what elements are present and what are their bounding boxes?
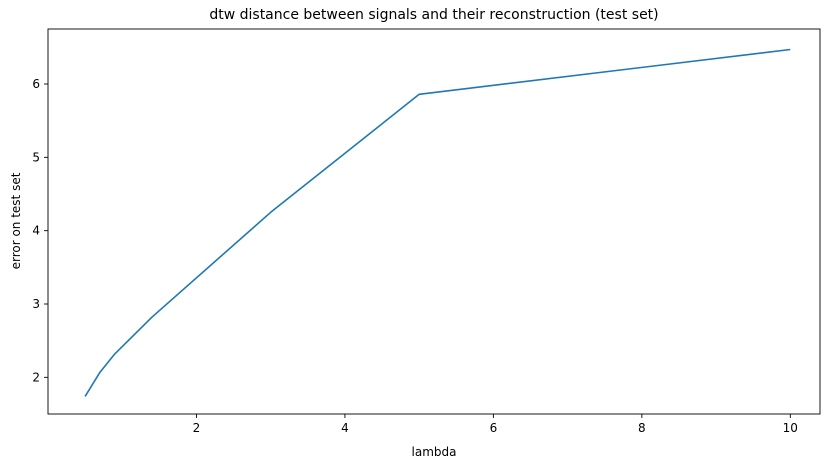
series-line — [84, 48, 791, 397]
series-layer — [84, 48, 791, 397]
y-tick-label: 3 — [32, 297, 40, 311]
y-tick-label: 6 — [32, 77, 40, 91]
x-axis-ticks: 2 4 6 8 10 — [193, 414, 798, 435]
y-tick-label: 4 — [32, 224, 40, 238]
chart-title: dtw distance between signals and their r… — [209, 7, 658, 23]
y-axis-ticks: 2 3 4 5 6 — [32, 77, 48, 384]
y-axis-label: error on test set — [9, 172, 23, 269]
x-axis-label: lambda — [412, 445, 457, 459]
x-tick-label: 8 — [638, 421, 646, 435]
x-tick-label: 2 — [193, 421, 201, 435]
y-tick-label: 5 — [32, 150, 40, 164]
x-tick-label: 10 — [783, 421, 798, 435]
y-tick-label: 2 — [32, 370, 40, 384]
plot-frame — [47, 28, 821, 415]
x-tick-label: 6 — [490, 421, 498, 435]
x-tick-label: 4 — [341, 421, 349, 435]
